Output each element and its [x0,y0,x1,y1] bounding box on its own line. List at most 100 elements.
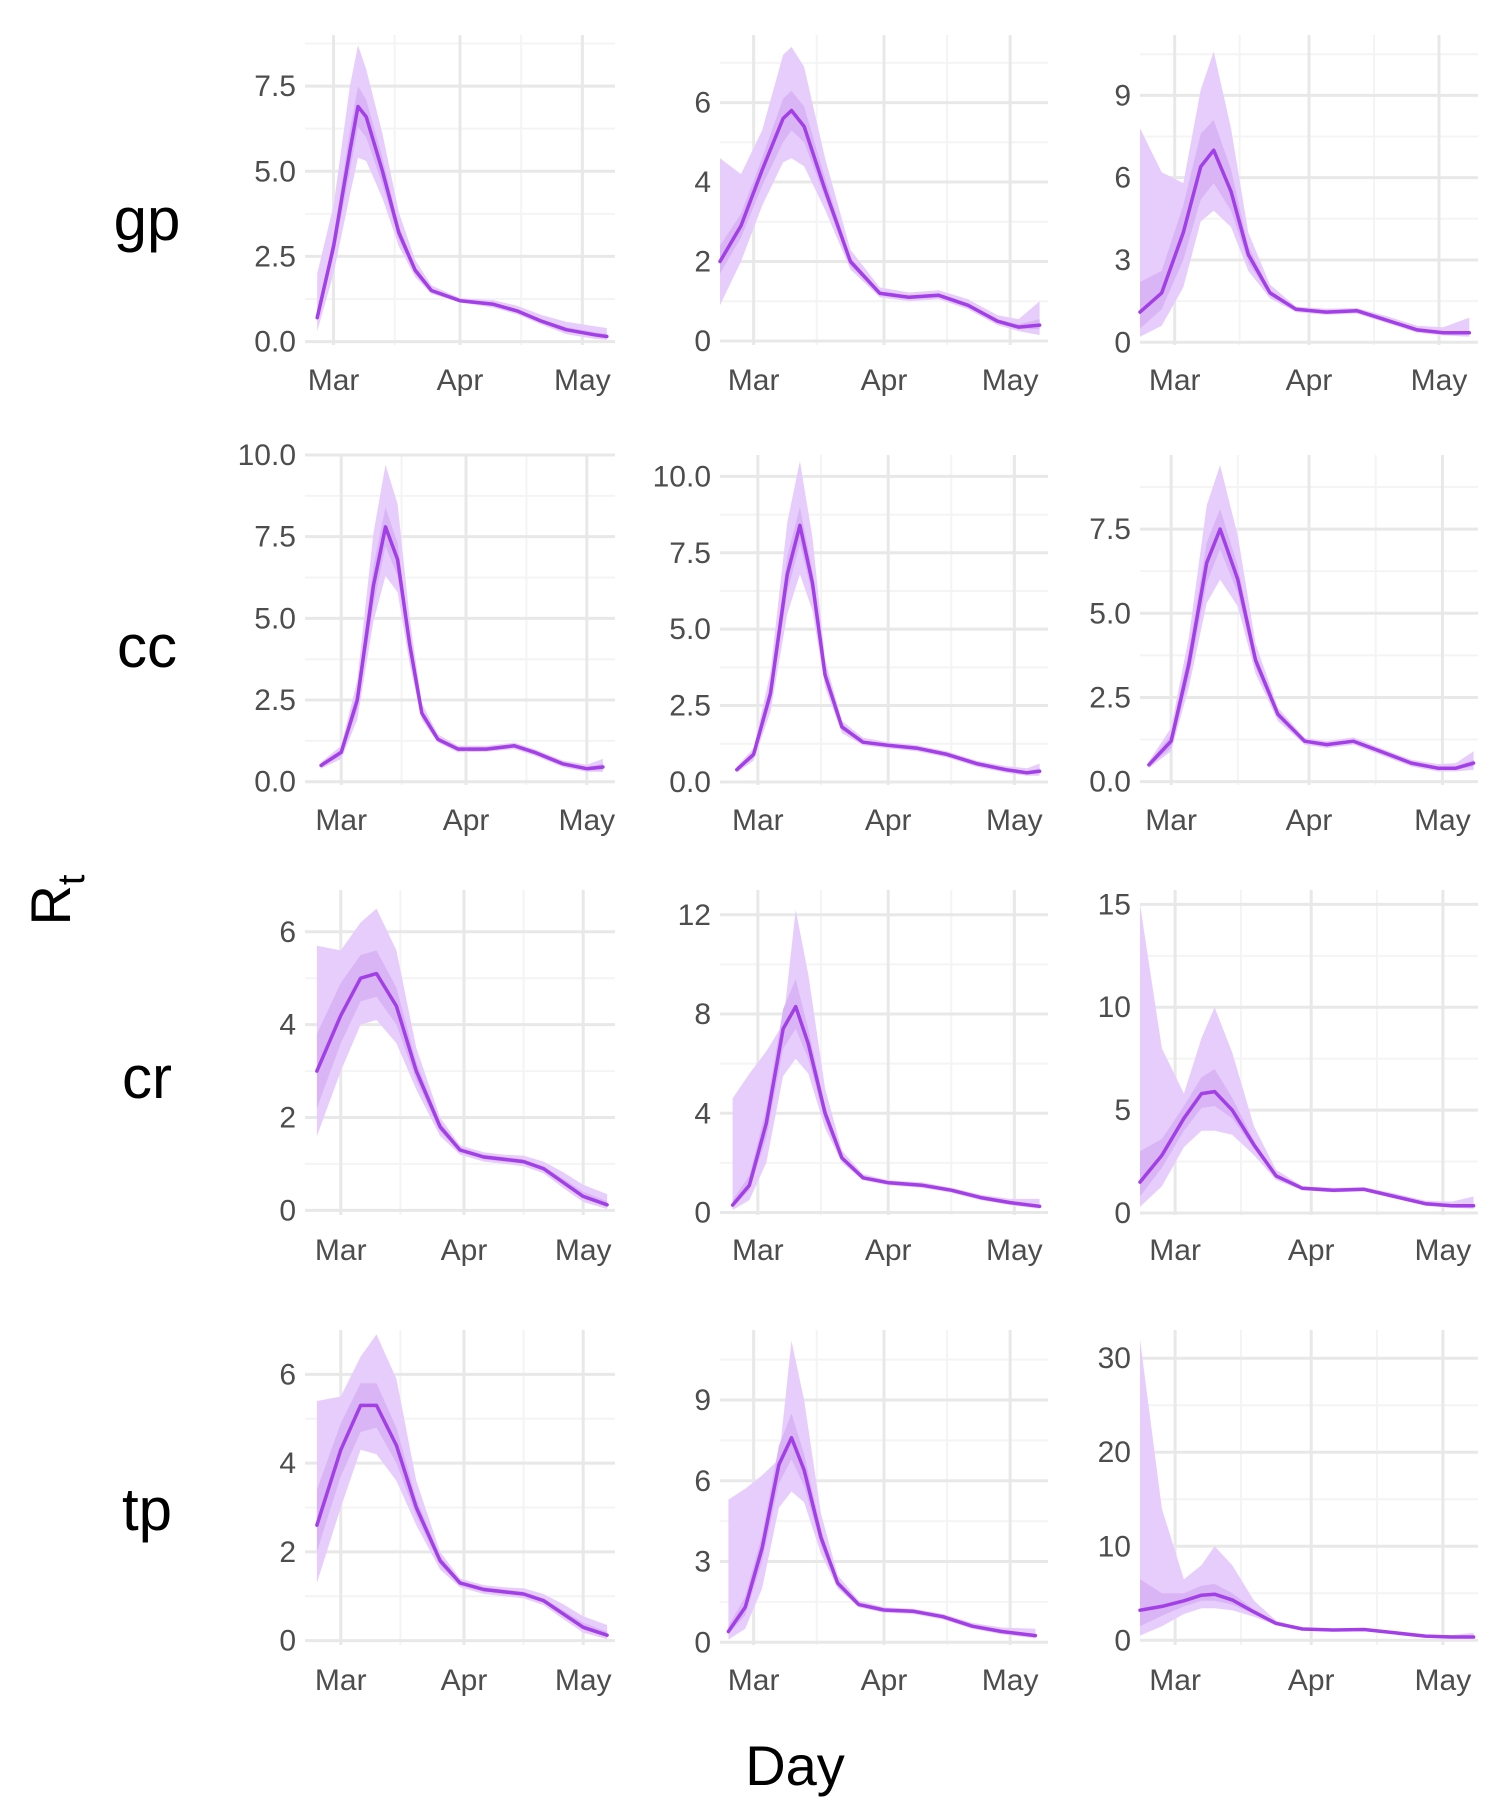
row-label-cc: cc [117,613,177,680]
rt-median-line [315,1403,609,1637]
panel-cc-3: 0.0 2.5 5.0 7.5 Mar Apr May [1089,455,1478,837]
x-tick-label: May [986,1234,1043,1267]
y-tick-label: 9 [1114,79,1131,112]
x-tick-label: May [1411,364,1468,397]
y-tick-label: 4 [694,166,711,199]
ci-inner-band [1140,1069,1474,1207]
x-tick-label: Apr [1288,1664,1335,1697]
x-tick-label: Mar [1149,364,1201,397]
y-tick-label: 7.5 [669,537,711,570]
x-tick-label: May [986,804,1043,837]
x-tick-label: Mar [732,804,784,837]
ci-inner-band [1140,1579,1474,1638]
panel-grid: 0.0 2.5 5.0 7.5 Mar Apr May 0 2 4 6 Mar Apr May 0 3 6 9 Ma… [238,35,1478,1697]
panel-gp-3: 0 3 6 9 Mar Apr May [1114,35,1478,397]
x-tick-label: Apr [1286,364,1333,397]
y-axis-title-subscript: t [51,874,93,885]
x-tick-label: May [555,1234,612,1267]
ci-outer-band [316,1334,608,1640]
y-tick-label: 7.5 [1089,513,1131,546]
y-tick-label: 0 [694,1626,711,1659]
y-tick-label: 2.5 [254,240,296,273]
y-tick-label: 0 [1114,1197,1131,1230]
x-tick-label: Apr [1288,1234,1335,1267]
y-tick-label: 4 [279,1447,296,1480]
ci-inner-band [316,1383,608,1637]
y-tick-label: 0 [694,1197,711,1230]
svg-text:Rt: Rt [19,874,93,925]
y-tick-label: 2 [694,246,711,279]
x-tick-label: Apr [443,804,490,837]
rt-median-line [726,1435,1038,1638]
y-tick-label: 4 [694,1097,711,1130]
panel-cr-1: 0 2 4 6 Mar Apr May [279,890,615,1267]
rt-median-line [315,104,609,339]
y-tick-label: 6 [1114,162,1131,195]
panel-cr-3: 0 5 10 15 Mar Apr May [1098,888,1478,1267]
ci-outer-band [736,461,1040,776]
y-tick-label: 20 [1098,1436,1131,1469]
ci-outer-band [1140,904,1474,1209]
rt-median-line [1138,1089,1476,1208]
x-tick-label: Mar [1145,804,1197,837]
panel-cc-2: 0.0 2.5 5.0 7.5 10.0 Mar Apr May [653,455,1048,837]
ci-outer-band [1140,51,1470,337]
y-axis-title-main: R [19,885,82,925]
y-tick-label: 0 [1114,1624,1131,1657]
y-tick-label: 10 [1098,1530,1131,1563]
y-tick-label: 0 [279,1194,296,1227]
y-tick-label: 5.0 [254,155,296,188]
ci-outer-band [728,1340,1036,1640]
panel-tp-3: 0 10 20 30 Mar Apr May [1098,1330,1478,1697]
y-tick-label: 12 [678,899,711,932]
x-tick-label: Apr [441,1664,488,1697]
y-tick-label: 0 [694,325,711,358]
y-tick-label: 6 [694,1465,711,1498]
y-tick-label: 0.0 [254,326,296,359]
y-tick-label: 0.0 [254,766,296,799]
panel-gp-2: 0 2 4 6 Mar Apr May [694,35,1048,397]
y-tick-label: 7.5 [254,70,296,103]
rt-median-line [735,523,1042,775]
x-tick-label: Mar [315,804,367,837]
y-tick-label: 0 [1114,326,1131,359]
y-tick-label: 6 [279,1358,296,1391]
y-axis-title: Rt [19,874,93,925]
y-tick-label: 7.5 [254,521,296,554]
y-tick-label: 2.5 [1089,681,1131,714]
x-tick-label: May [982,1664,1039,1697]
x-tick-label: Mar [1149,1234,1201,1267]
y-tick-label: 2.5 [254,684,296,717]
y-tick-label: 5.0 [1089,597,1131,630]
y-tick-label: 2.5 [669,690,711,723]
y-tick-label: 3 [1114,244,1131,277]
x-tick-label: Mar [732,1234,784,1267]
y-tick-label: 9 [694,1384,711,1417]
panel-tp-2: 0 3 6 9 Mar Apr May [694,1330,1048,1697]
y-tick-label: 10.0 [238,439,296,472]
x-tick-label: May [555,1664,612,1697]
row-label-tp: tp [122,1476,172,1543]
y-tick-label: 3 [694,1546,711,1579]
ci-inner-band [736,506,1040,775]
y-tick-label: 10.0 [653,460,711,493]
x-tick-label: Mar [315,1664,367,1697]
panel-cc-1: 0.0 2.5 5.0 7.5 10.0 Mar Apr May [238,439,616,837]
y-tick-label: 0.0 [669,766,711,799]
y-tick-label: 6 [279,916,296,949]
y-tick-label: 6 [694,87,711,120]
x-tick-label: Apr [441,1234,488,1267]
x-tick-label: Apr [1286,804,1333,837]
ci-outer-band [732,909,1040,1210]
x-tick-label: May [554,364,611,397]
rt-median-line [1138,1592,1476,1639]
y-tick-label: 10 [1098,991,1131,1024]
row-label-cr: cr [122,1044,172,1111]
ci-outer-band [317,45,607,340]
x-tick-label: Mar [728,364,780,397]
x-tick-label: Apr [861,1664,908,1697]
y-tick-label: 4 [279,1009,296,1042]
y-tick-label: 2 [279,1102,296,1135]
rt-median-line [319,525,605,771]
